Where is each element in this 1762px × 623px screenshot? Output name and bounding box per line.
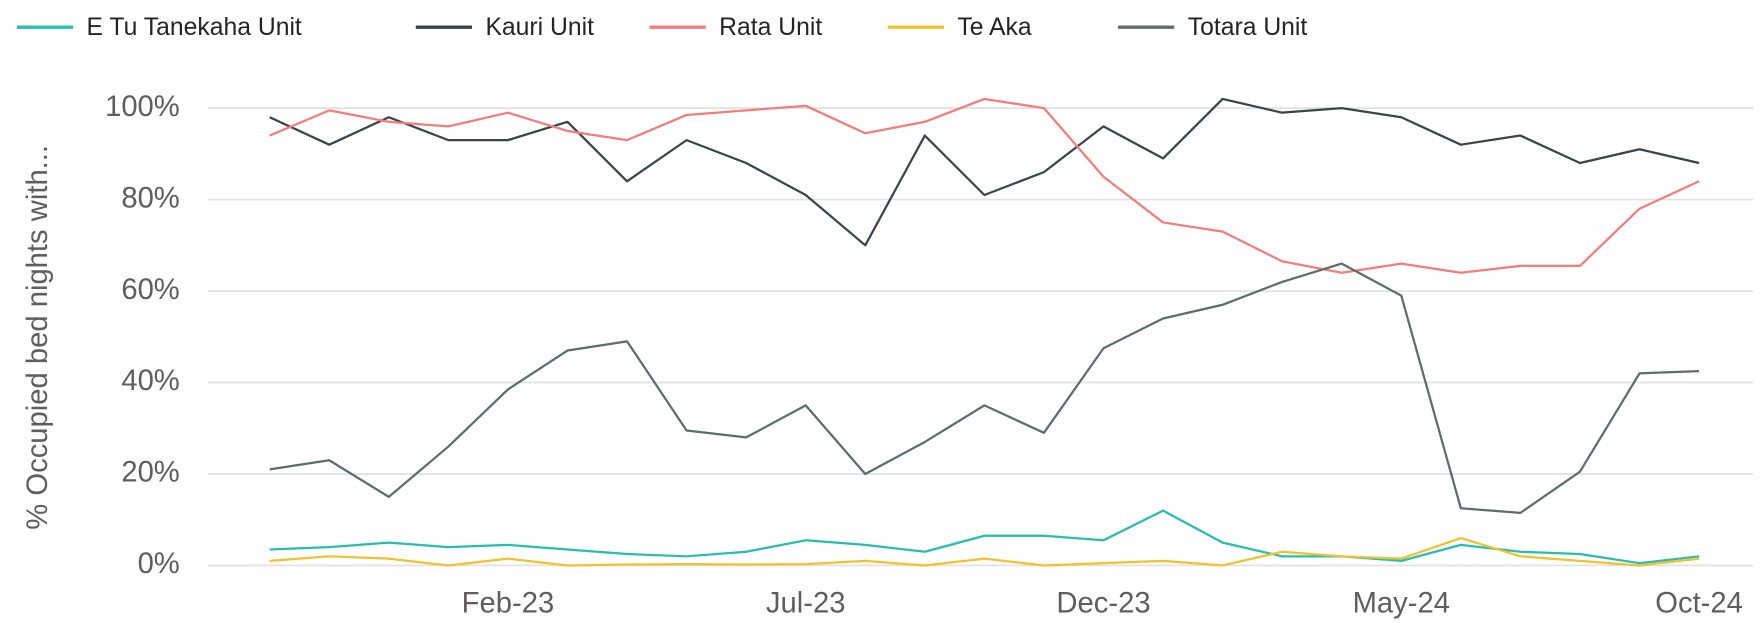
x-tick-label: Oct-24 [1655, 588, 1743, 620]
legend-label: Kauri Unit [485, 14, 594, 41]
y-axis-label: % Occupied bed nights with... [22, 145, 54, 530]
series-line [269, 536, 1700, 567]
y-tick-label: 80% [121, 182, 179, 214]
x-tick-label: Feb-23 [462, 588, 555, 620]
y-tick-label: 20% [121, 457, 179, 489]
series-line [269, 97, 1700, 247]
y-tick-label: 0% [138, 548, 180, 580]
series-line [269, 509, 1700, 565]
x-tick-label: Jul-23 [766, 588, 846, 620]
series-line [269, 262, 1700, 514]
x-tick-label: Dec-23 [1056, 588, 1150, 620]
y-tick-label: 100% [105, 91, 180, 123]
legend-label: Te Aka [957, 14, 1031, 41]
y-tick-label: 60% [121, 274, 179, 306]
series-line [269, 97, 1700, 274]
y-tick-label: 40% [121, 365, 179, 397]
legend-label: Totara Unit [1188, 14, 1308, 41]
x-tick-label: May-24 [1353, 588, 1450, 620]
legend-label: Rata Unit [719, 14, 822, 41]
legend-label: E Tu Tanekaha Unit [87, 14, 302, 41]
